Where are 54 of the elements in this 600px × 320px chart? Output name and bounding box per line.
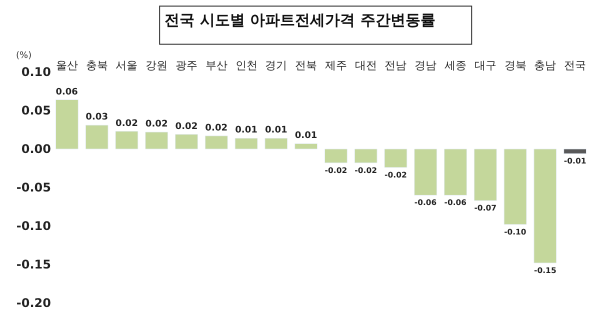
data-label: 0.02 (116, 118, 138, 129)
x-tick-label: 울산 (56, 58, 78, 72)
x-tick-label: 강원 (146, 58, 168, 72)
bar (234, 138, 258, 150)
y-tick-label: -0.10 (16, 219, 51, 234)
bar (534, 148, 557, 264)
data-label: 0.06 (56, 87, 78, 98)
y-tick-label: -0.15 (16, 258, 51, 272)
bar (504, 148, 527, 225)
y-tick-label: 0.05 (21, 104, 51, 118)
x-tick-label: 경기 (265, 58, 288, 72)
data-label: 0.01 (235, 126, 258, 136)
bar (294, 143, 318, 150)
bar (354, 148, 378, 164)
x-tick-label: 부산 (205, 58, 228, 72)
bar (55, 99, 78, 150)
bar (384, 148, 408, 168)
bar (564, 148, 587, 154)
x-tick-label: 대구 (474, 58, 496, 72)
x-tick-label: 전남 (384, 58, 407, 72)
x-tick-label: 경남 (414, 58, 437, 72)
x-tick-label: 제주 (324, 58, 347, 72)
data-label: 0.01 (294, 131, 318, 142)
y-tick-label: -0.20 (16, 296, 51, 310)
y-tick-label: 0.00 (21, 142, 51, 156)
bar (264, 138, 288, 150)
bar (324, 148, 348, 164)
bar (175, 134, 198, 150)
bar (115, 131, 138, 150)
data-label: 0.01 (264, 126, 288, 136)
x-tick-label: 전북 (295, 58, 318, 72)
x-tick-label: 대전 (354, 58, 377, 72)
y-axis-title: (%) (16, 51, 32, 61)
bar (145, 132, 168, 150)
x-tick-label: 광주 (176, 58, 198, 72)
x-tick-label: 세종 (444, 58, 466, 72)
bar (444, 148, 467, 196)
bar (85, 124, 108, 150)
bar (204, 136, 228, 150)
data-label: 0.03 (86, 112, 108, 123)
chart-title: 전국 시도별 아파트전세가격 주간변동률 (164, 10, 436, 29)
data-label: 0.02 (175, 122, 198, 132)
data-label: 0.02 (145, 120, 168, 130)
bar (414, 148, 438, 196)
y-tick-label: -0.05 (16, 180, 51, 195)
x-tick-label: 전국 (564, 58, 586, 72)
x-tick-label: 충북 (86, 58, 108, 72)
x-tick-label: 서울 (116, 58, 138, 72)
y-tick-label: 0.10 (21, 65, 51, 80)
data-label: 0.02 (205, 123, 228, 134)
x-tick-label: 인천 (235, 58, 258, 72)
x-tick-label: 경북 (504, 58, 526, 72)
bar (474, 148, 497, 201)
x-tick-label: 충남 (534, 58, 556, 72)
